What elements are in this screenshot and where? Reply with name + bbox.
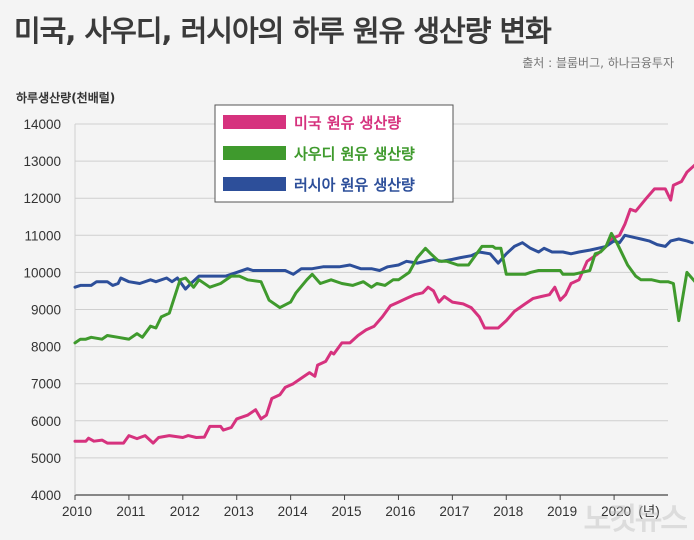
y-tick-label: 5000 [31, 451, 61, 466]
y-tick-label: 8000 [31, 340, 61, 355]
legend-label: 사우디 원유 생산량 [294, 145, 415, 163]
y-tick-label: 10000 [23, 265, 61, 280]
x-tick-label: 2020 [601, 504, 631, 519]
x-tick-label: 2012 [170, 504, 200, 519]
x-tick-label: 2013 [224, 504, 254, 519]
legend-swatch [223, 115, 286, 129]
x-tick-label: 2016 [385, 504, 415, 519]
x-axis-unit: (년) [638, 504, 659, 519]
y-tick-label: 11000 [24, 228, 61, 243]
legend-label: 러시아 원유 생산량 [294, 176, 415, 194]
y-tick-label: 13000 [23, 154, 61, 169]
x-tick-label: 2017 [439, 504, 469, 519]
y-tick-label: 12000 [23, 191, 61, 206]
y-tick-label: 14000 [23, 117, 61, 132]
y-tick-label: 6000 [31, 414, 61, 429]
y-tick-label: 4000 [31, 488, 61, 503]
x-tick-label: 2011 [116, 504, 145, 519]
source-note: 출처 : 블룸버그, 하나금융투자 [522, 56, 674, 70]
axes [74, 124, 668, 500]
y-tick-label: 9000 [31, 303, 61, 318]
y-axis-label: 하루생산량(천배럴) [16, 91, 116, 105]
x-tick-label: 2019 [547, 504, 577, 519]
y-tick-label: 7000 [31, 377, 61, 392]
series-line-1 [73, 231, 694, 345]
series-line-2 [73, 233, 694, 291]
legend-label: 미국 원유 생산량 [294, 114, 401, 132]
chart-title: 미국, 사우디, 러시아의 하루 원유 생산량 변화 [14, 14, 552, 48]
series-lines [73, 163, 694, 445]
x-tick-labels: 2010 2011 2012 2013 2014 2015 2016 2017 2018 2019… [62, 504, 660, 519]
x-tick-label: 2015 [332, 504, 362, 519]
y-tick-labels: 4000 5000 6000 7000 8000 9000 10000 11000 12000 1… [23, 117, 61, 503]
legend-swatch [223, 177, 286, 191]
watermark-logo: 노컷뉴스 [583, 502, 688, 537]
x-tick-label: 2018 [493, 504, 523, 519]
legend-swatch [223, 146, 286, 160]
x-tick-label: 2014 [278, 504, 309, 519]
x-tick-label: 2010 [62, 504, 92, 519]
